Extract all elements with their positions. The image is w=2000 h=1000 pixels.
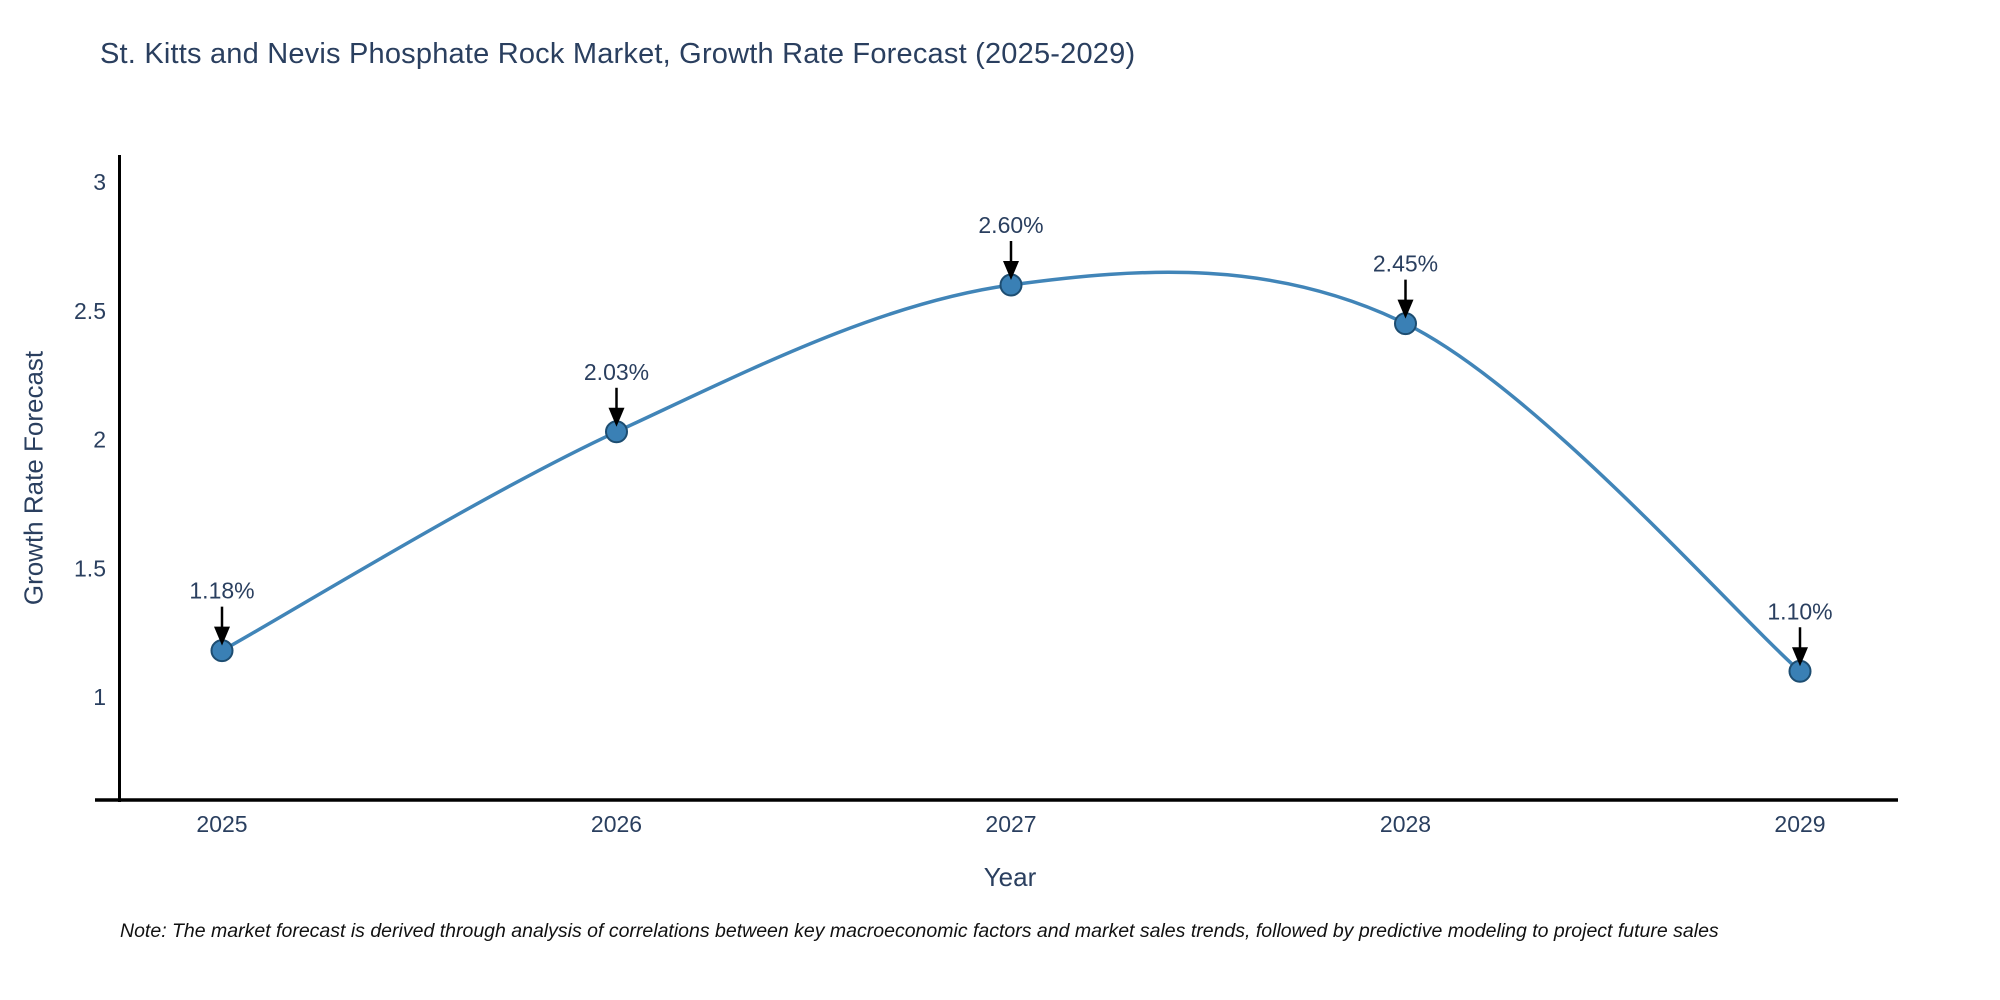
annotation-arrowhead-icon xyxy=(1792,647,1808,667)
x-tick-label: 2025 xyxy=(196,811,247,837)
point-value-label: 2.45% xyxy=(1373,251,1438,277)
y-tick-label: 3 xyxy=(93,169,106,195)
y-tick-label: 1 xyxy=(93,684,106,710)
point-value-label: 1.18% xyxy=(189,578,254,604)
y-tick-label: 2 xyxy=(93,427,106,453)
annotation-arrowhead-icon xyxy=(214,626,230,646)
forecast-line xyxy=(220,270,1802,674)
annotation-arrowhead-icon xyxy=(1003,261,1019,280)
y-axis-title: Growth Rate Forecast xyxy=(18,350,49,606)
point-value-label: 2.60% xyxy=(978,212,1043,238)
chart-title: St. Kitts and Nevis Phosphate Rock Marke… xyxy=(100,38,1136,70)
footnote: Note: The market forecast is derived thr… xyxy=(120,920,1719,942)
annotation-arrowhead-icon xyxy=(1397,299,1414,319)
x-tick-label: 2028 xyxy=(1380,811,1431,837)
x-axis-title: Year xyxy=(983,862,1037,892)
annotation-arrowhead-icon xyxy=(608,407,625,427)
y-tick-label: 1.5 xyxy=(74,555,106,581)
x-tick-label: 2026 xyxy=(591,811,642,837)
y-tick-label: 2.5 xyxy=(74,298,106,324)
x-tick-label: 2027 xyxy=(985,811,1036,837)
x-tick-label: 2029 xyxy=(1774,811,1825,837)
point-value-label: 2.03% xyxy=(584,359,649,385)
point-value-label: 1.10% xyxy=(1767,598,1832,624)
